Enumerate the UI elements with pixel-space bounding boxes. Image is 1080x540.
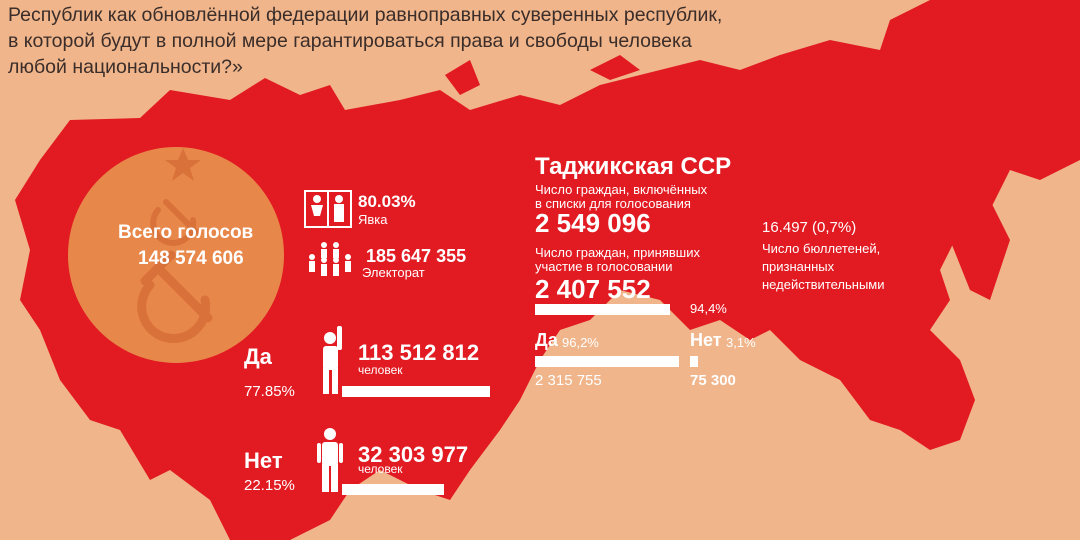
hammer-sickle-icon	[137, 250, 213, 344]
tajik-listed-label-1: Число граждан, включённых	[535, 182, 708, 197]
tajik-no-percent: 3,1%	[726, 335, 756, 350]
total-votes-circle	[68, 147, 284, 363]
total-votes-value: 148 574 606	[138, 248, 244, 269]
question-text: Республик как обновлённой федерации равн…	[8, 2, 828, 80]
island-shape	[590, 55, 640, 80]
no-unit: человек	[358, 462, 403, 476]
yes-percent: 77.85%	[244, 383, 295, 400]
tajik-title: Таджикская ССР	[535, 153, 732, 180]
person-raising-hand-icon	[323, 326, 342, 394]
question-line-2: в которой будут в полной мере гарантиров…	[8, 30, 692, 52]
question-line-1: Республик как обновлённой федерации равн…	[8, 4, 723, 26]
tajik-participated-label-2: участие в голосовании	[535, 259, 673, 274]
electorate-value: 185 647 355	[366, 246, 467, 266]
tajik-participated-label-1: Число граждан, принявших	[535, 245, 700, 260]
tajik-listed-value: 2 549 096	[535, 208, 651, 238]
invalid-label-2: признанных	[762, 259, 835, 274]
no-label: Нет	[244, 448, 283, 473]
tajik-participated-bar	[535, 304, 670, 315]
tajik-participated-value: 2 407 552	[535, 274, 651, 304]
star-icon	[165, 148, 201, 181]
yes-unit: человек	[358, 363, 403, 377]
tajik-participated-percent: 94,4%	[690, 301, 727, 316]
tajik-yes-label: Да	[535, 330, 558, 350]
tajik-no-label: Нет	[690, 330, 722, 350]
yes-bar	[342, 386, 490, 397]
tajik-yes-percent: 96,2%	[562, 335, 599, 350]
tajik-no-bar	[690, 356, 698, 367]
invalid-label-1: Число бюллетеней,	[762, 241, 881, 256]
electorate-crowd-icon	[309, 242, 351, 276]
person-standing-icon	[317, 428, 343, 492]
question-line-3: любой национальности?»	[8, 56, 243, 78]
hammer-sickle-icon	[150, 199, 199, 246]
tajik-yes-count: 2 315 755	[535, 372, 602, 389]
turnout-label: Явка	[358, 212, 388, 227]
no-bar	[342, 484, 444, 495]
turnout-value: 80.03%	[358, 192, 416, 211]
tajik-listed-label-2: в списки для голосования	[535, 196, 691, 211]
no-count: 32 303 977	[358, 442, 469, 467]
electorate-label: Электорат	[362, 265, 425, 280]
island-shape	[445, 60, 480, 95]
turnout-people-icon	[304, 190, 352, 228]
yes-label: Да	[244, 344, 272, 369]
total-votes-label: Всего голосов	[118, 222, 254, 243]
tajik-yes-bar	[535, 356, 679, 367]
kamchatka-shape	[950, 200, 1010, 300]
invalid-label-3: недействительными	[762, 277, 885, 292]
yes-count: 113 512 812	[358, 340, 480, 365]
ussr-map-shape	[15, 0, 1080, 540]
no-percent: 22.15%	[244, 477, 295, 494]
tajik-no-count: 75 300	[690, 372, 736, 389]
invalid-value: 16.497 (0,7%)	[762, 219, 857, 236]
